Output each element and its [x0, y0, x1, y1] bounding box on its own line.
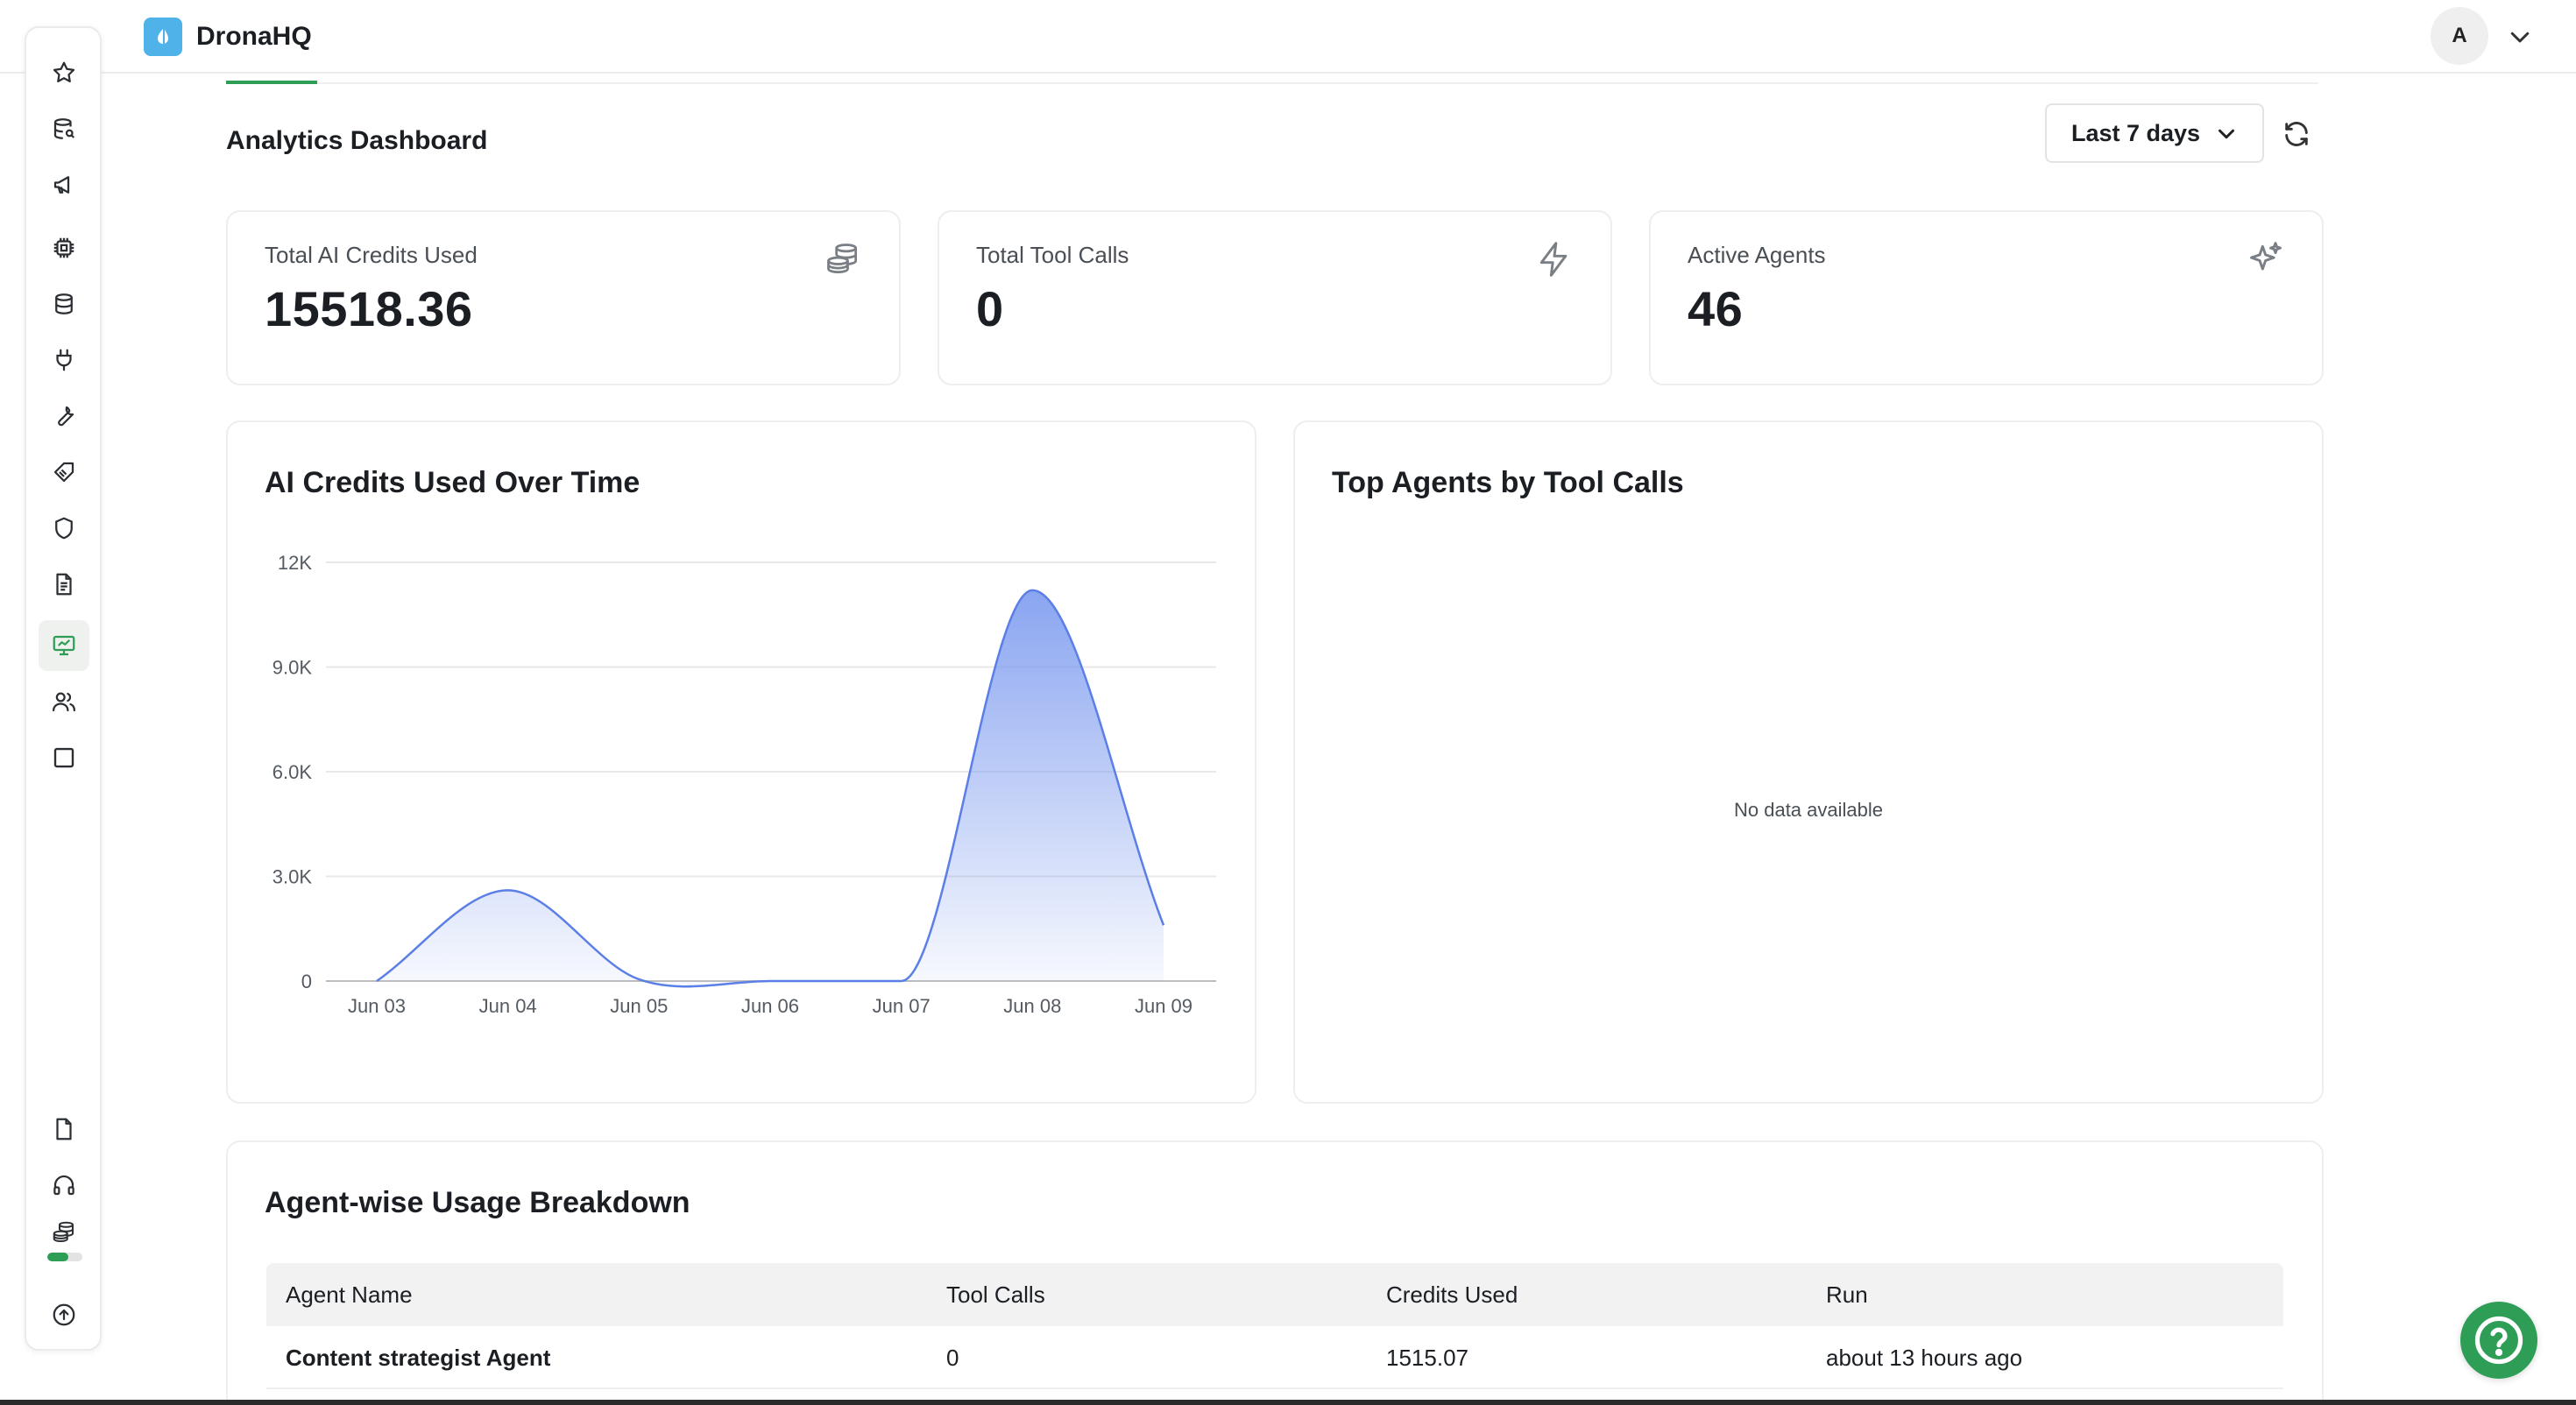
plug-icon: [56, 349, 72, 371]
x-tick-label: Jun 04: [479, 995, 537, 1017]
sidebar-item-analytics[interactable]: [39, 620, 89, 671]
usage-table: Agent Name Tool Calls Credits Used Run C…: [266, 1263, 2283, 1389]
avatar[interactable]: A: [2431, 7, 2488, 65]
date-range-value: Last 7 days: [2071, 119, 2201, 146]
chevron-down-icon: [2219, 129, 2234, 139]
file-icon: [56, 1118, 72, 1140]
dronahq-logo-icon: [144, 18, 182, 56]
brand[interactable]: DronaHQ: [144, 18, 312, 56]
stat-label: Total AI Credits Used: [265, 242, 478, 268]
app-name: DronaHQ: [196, 22, 312, 51]
empty-state-text: No data available: [1733, 799, 1883, 821]
top-agents-card: Top Agents by Tool Calls No data availab…: [1293, 420, 2324, 1104]
run-cell: about 13 hours ago: [1826, 1344, 2023, 1371]
credits-area: [377, 590, 1164, 987]
stat-card-tool-calls: Total Tool Calls 0: [938, 210, 1612, 385]
database-icon: [55, 293, 73, 314]
x-tick-label: Jun 05: [610, 995, 668, 1017]
lightning-icon: [1539, 242, 1568, 277]
usage-breakdown-card: Agent-wise Usage Breakdown Agent Name To…: [226, 1140, 2324, 1405]
x-tick-label: Jun 08: [1003, 995, 1061, 1017]
stat-card-active-agents: Active Agents 46: [1649, 210, 2324, 385]
stat-label: Total Tool Calls: [976, 242, 1129, 268]
arrow-up-circle-icon: [53, 1303, 75, 1326]
question-circle-icon: [2474, 1316, 2523, 1365]
y-tick-label: 12K: [278, 552, 312, 574]
sidebar-item-favorites[interactable]: [39, 47, 89, 98]
credits-line: [376, 589, 1165, 988]
usage-table-title: Agent-wise Usage Breakdown: [265, 1186, 690, 1219]
sidebar-item-tools[interactable]: [39, 391, 89, 441]
coins-icon: [53, 1221, 74, 1243]
x-tick-label: Jun 09: [1135, 995, 1192, 1017]
x-tick-label: Jun 06: [741, 995, 799, 1017]
column-header[interactable]: Tool Calls: [946, 1281, 1045, 1308]
credits-chart: 0 3.0K 6.0K 9.0K 12K Jun 03 Jun 04 Jun 05 Jun 06…: [272, 552, 1216, 1017]
agent-name-cell: Content strategist Agent: [286, 1344, 551, 1371]
column-header[interactable]: Credits Used: [1386, 1281, 1518, 1308]
tag-icon: [53, 462, 74, 483]
page-title: Analytics Dashboard: [226, 126, 488, 155]
sidebar-item-users[interactable]: [39, 676, 89, 727]
credits-chart-card: AI Credits Used Over Time 0 3.0K 6.0K 9.0K 1…: [226, 420, 1256, 1104]
refresh-icon: [2285, 122, 2308, 146]
sidebar-item-security[interactable]: [39, 503, 89, 554]
account-chevron-down-icon[interactable]: [2504, 21, 2536, 53]
table-header: Agent Name Tool Calls Credits Used Run: [266, 1263, 2283, 1326]
tool-calls-cell: 0: [946, 1344, 959, 1371]
stat-card-credits: Total AI Credits Used 15518.36: [226, 210, 901, 385]
y-tick-label: 0: [301, 971, 312, 992]
headphones-icon: [53, 1175, 74, 1196]
sidebar-item-support[interactable]: [39, 1160, 89, 1211]
sidebar-item-credits[interactable]: [39, 1212, 89, 1253]
monitor-chart-icon: [53, 635, 75, 656]
table-row[interactable]: Content strategist Agent 0 1515.07 about…: [266, 1326, 2283, 1389]
database-search-icon: [53, 118, 75, 139]
sparkles-icon: [2250, 242, 2282, 271]
square-icon: [53, 747, 74, 768]
tab-bar-divider: [226, 82, 2318, 84]
sidebar-item-announcements[interactable]: [39, 159, 89, 210]
column-header[interactable]: Run: [1826, 1281, 1868, 1308]
users-icon: [53, 692, 75, 712]
star-icon: [53, 61, 75, 82]
window-bottom-edge: [0, 1400, 2576, 1405]
refresh-button[interactable]: [2278, 116, 2315, 152]
tab-active-indicator: [226, 81, 317, 84]
credit-usage-bar: [47, 1253, 82, 1261]
column-header[interactable]: Agent Name: [286, 1281, 413, 1308]
stat-label: Active Agents: [1688, 242, 1826, 268]
sidebar-item-data-explorer[interactable]: [39, 103, 89, 154]
chip-icon: [53, 237, 74, 258]
top-bar: DronaHQ A: [0, 0, 2576, 74]
date-range-select[interactable]: Last 7 days: [2045, 103, 2264, 163]
stat-value: 0: [976, 281, 1004, 336]
help-button[interactable]: [2460, 1302, 2537, 1379]
coins-icon: [827, 244, 858, 274]
sidebar-item-canvas[interactable]: [39, 732, 89, 783]
shield-icon: [55, 517, 73, 540]
x-tick-label: Jun 03: [348, 995, 406, 1017]
y-tick-label: 3.0K: [272, 866, 313, 888]
sidebar-item-connectors[interactable]: [39, 335, 89, 385]
y-tick-label: 6.0K: [272, 761, 313, 783]
top-agents-title: Top Agents by Tool Calls: [1332, 466, 1684, 499]
sidebar-item-documents[interactable]: [39, 559, 89, 610]
sidebar-item-labels[interactable]: [39, 447, 89, 498]
document-icon: [56, 573, 72, 596]
sidebar-item-databases[interactable]: [39, 279, 89, 329]
sidebar-item-ai-models[interactable]: [39, 222, 89, 273]
x-tick-label: Jun 07: [873, 995, 931, 1017]
sidebar-item-docs[interactable]: [39, 1104, 89, 1154]
credit-usage-fill: [47, 1253, 68, 1261]
sidebar-item-upgrade[interactable]: [39, 1289, 89, 1340]
chart-title: AI Credits Used Over Time: [265, 466, 640, 499]
wrench-icon: [58, 406, 74, 427]
megaphone-icon: [53, 176, 70, 194]
credits-used-cell: 1515.07: [1386, 1344, 1468, 1371]
stat-value: 46: [1688, 281, 1744, 336]
sidebar: [25, 26, 102, 1351]
stat-value: 15518.36: [265, 281, 473, 336]
y-tick-label: 9.0K: [272, 657, 313, 679]
